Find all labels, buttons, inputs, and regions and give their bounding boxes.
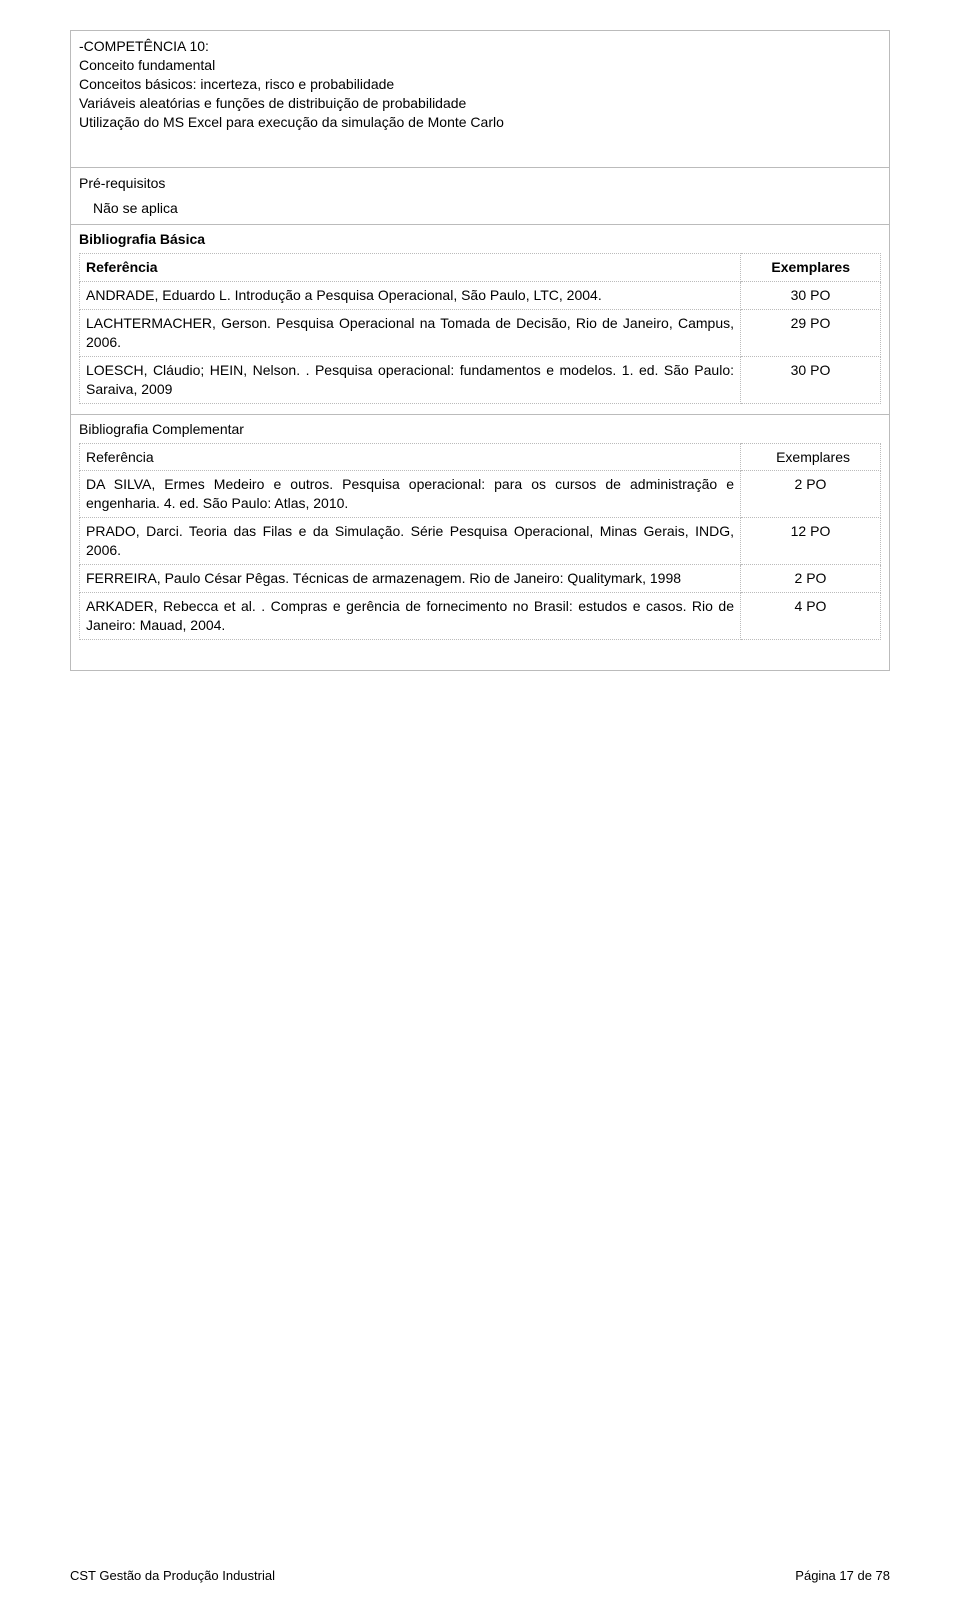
header-referencia: Referência	[80, 254, 741, 282]
qty-cell: 30 PO	[741, 356, 881, 403]
footer-left: CST Gestão da Produção Industrial	[70, 1568, 275, 1583]
bibliografia-basica-table: Referência Exemplares ANDRADE, Eduardo L…	[79, 253, 881, 403]
prereq-block: Pré-requisitos Não se aplica	[71, 168, 889, 224]
table-row: FERREIRA, Paulo César Pêgas. Técnicas de…	[80, 565, 881, 593]
bibliografia-basica-title: Bibliografia Básica	[79, 231, 881, 253]
qty-cell: 4 PO	[741, 592, 881, 639]
header-exemplares: Exemplares	[741, 254, 881, 282]
spacer	[71, 650, 889, 670]
page-footer: CST Gestão da Produção Industrial Página…	[70, 1568, 890, 1583]
document-frame: -COMPETÊNCIA 10: Conceito fundamental Co…	[70, 30, 890, 671]
ref-cell: ARKADER, Rebecca et al. . Compras e gerê…	[80, 592, 741, 639]
bibliografia-complementar-block: Bibliografia Complementar Referência Exe…	[71, 415, 889, 650]
qty-cell: 12 PO	[741, 518, 881, 565]
header-referencia: Referência	[80, 443, 741, 471]
competencia-line-4: Utilização do MS Excel para execução da …	[79, 113, 881, 132]
qty-cell: 30 PO	[741, 282, 881, 310]
ref-cell: ANDRADE, Eduardo L. Introdução a Pesquis…	[80, 282, 741, 310]
bibliografia-complementar-table: Referência Exemplares DA SILVA, Ermes Me…	[79, 443, 881, 640]
ref-cell: PRADO, Darci. Teoria das Filas e da Simu…	[80, 518, 741, 565]
table-row: PRADO, Darci. Teoria das Filas e da Simu…	[80, 518, 881, 565]
competencia-line-1: Conceito fundamental	[79, 56, 881, 75]
ref-cell: LOESCH, Cláudio; HEIN, Nelson. . Pesquis…	[80, 356, 741, 403]
qty-cell: 29 PO	[741, 310, 881, 357]
table-row: LOESCH, Cláudio; HEIN, Nelson. . Pesquis…	[80, 356, 881, 403]
qty-cell: 2 PO	[741, 471, 881, 518]
table-row: LACHTERMACHER, Gerson. Pesquisa Operacio…	[80, 310, 881, 357]
bibliografia-basica-block: Bibliografia Básica Referência Exemplare…	[71, 225, 889, 413]
ref-cell: DA SILVA, Ermes Medeiro e outros. Pesqui…	[80, 471, 741, 518]
spacer	[71, 137, 889, 167]
prereq-title: Pré-requisitos	[79, 174, 881, 193]
qty-cell: 2 PO	[741, 565, 881, 593]
header-exemplares: Exemplares	[741, 443, 881, 471]
competencia-line-3: Variáveis aleatórias e funções de distri…	[79, 94, 881, 113]
competencia-block: -COMPETÊNCIA 10: Conceito fundamental Co…	[71, 31, 889, 137]
competencia-line-2: Conceitos básicos: incerteza, risco e pr…	[79, 75, 881, 94]
footer-right: Página 17 de 78	[795, 1568, 890, 1583]
table-row: DA SILVA, Ermes Medeiro e outros. Pesqui…	[80, 471, 881, 518]
table-row: ARKADER, Rebecca et al. . Compras e gerê…	[80, 592, 881, 639]
bibliografia-complementar-title: Bibliografia Complementar	[79, 421, 881, 443]
table-header-row: Referência Exemplares	[80, 254, 881, 282]
competencia-title: -COMPETÊNCIA 10:	[79, 37, 881, 56]
ref-cell: LACHTERMACHER, Gerson. Pesquisa Operacio…	[80, 310, 741, 357]
ref-cell: FERREIRA, Paulo César Pêgas. Técnicas de…	[80, 565, 741, 593]
table-header-row: Referência Exemplares	[80, 443, 881, 471]
table-row: ANDRADE, Eduardo L. Introdução a Pesquis…	[80, 282, 881, 310]
prereq-text: Não se aplica	[79, 193, 881, 218]
